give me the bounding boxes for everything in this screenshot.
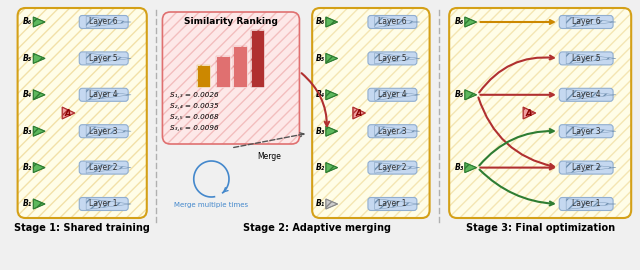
Text: Layer 2: Layer 2 — [572, 163, 600, 172]
Text: S₁,₃ = 0.0026: S₁,₃ = 0.0026 — [170, 92, 219, 98]
FancyBboxPatch shape — [559, 52, 613, 65]
Text: Layer 4: Layer 4 — [378, 90, 407, 99]
Text: B₃: B₃ — [454, 163, 464, 172]
Polygon shape — [465, 163, 477, 173]
Text: Layer 6: Layer 6 — [90, 18, 118, 26]
FancyBboxPatch shape — [559, 161, 613, 174]
Polygon shape — [326, 199, 338, 209]
FancyBboxPatch shape — [368, 197, 417, 211]
Text: B₅: B₅ — [316, 54, 325, 63]
Text: S₂,₄ = 0.0035: S₂,₄ = 0.0035 — [170, 103, 219, 109]
Polygon shape — [33, 53, 45, 63]
Polygon shape — [62, 107, 75, 119]
FancyBboxPatch shape — [312, 8, 429, 218]
Polygon shape — [465, 90, 477, 100]
FancyBboxPatch shape — [163, 12, 300, 144]
Polygon shape — [465, 17, 477, 27]
Text: S₃,₆ = 0.0096: S₃,₆ = 0.0096 — [170, 125, 219, 131]
Bar — [250, 30, 264, 87]
FancyBboxPatch shape — [559, 197, 613, 211]
Text: Layer 3: Layer 3 — [90, 127, 118, 136]
FancyBboxPatch shape — [368, 52, 417, 65]
FancyBboxPatch shape — [368, 125, 417, 138]
FancyBboxPatch shape — [79, 52, 128, 65]
Text: Layer 3: Layer 3 — [378, 127, 407, 136]
Text: Layer 4: Layer 4 — [572, 90, 600, 99]
Text: Layer 5: Layer 5 — [90, 54, 118, 63]
Bar — [196, 65, 211, 87]
Text: Layer 5: Layer 5 — [572, 54, 600, 63]
Polygon shape — [326, 163, 338, 173]
Polygon shape — [326, 90, 338, 100]
Bar — [216, 56, 230, 87]
Bar — [250, 30, 264, 87]
Text: A: A — [355, 109, 362, 117]
Polygon shape — [326, 17, 338, 27]
Polygon shape — [33, 199, 45, 209]
FancyBboxPatch shape — [79, 125, 128, 138]
Text: B₃: B₃ — [316, 127, 325, 136]
Text: Layer 1: Layer 1 — [572, 200, 600, 208]
Text: B₁: B₁ — [23, 200, 32, 208]
Text: Layer 3: Layer 3 — [572, 127, 600, 136]
Polygon shape — [33, 163, 45, 173]
Text: Merge: Merge — [258, 152, 282, 161]
FancyBboxPatch shape — [559, 125, 613, 138]
Text: B₆: B₆ — [454, 18, 464, 26]
Text: Merge multiple times: Merge multiple times — [174, 202, 248, 208]
FancyBboxPatch shape — [368, 161, 417, 174]
Text: B₄: B₄ — [316, 90, 325, 99]
FancyBboxPatch shape — [368, 15, 417, 29]
Bar — [233, 46, 246, 87]
Polygon shape — [523, 107, 536, 119]
Bar — [233, 46, 246, 87]
FancyBboxPatch shape — [79, 197, 128, 211]
Bar — [216, 56, 230, 87]
FancyBboxPatch shape — [79, 161, 128, 174]
FancyBboxPatch shape — [368, 88, 417, 101]
Polygon shape — [326, 53, 338, 63]
Text: A: A — [525, 109, 532, 117]
FancyBboxPatch shape — [449, 8, 631, 218]
Text: Layer 2: Layer 2 — [90, 163, 118, 172]
Text: Layer 4: Layer 4 — [90, 90, 118, 99]
Text: Layer 6: Layer 6 — [378, 18, 407, 26]
Text: Layer 1: Layer 1 — [90, 200, 118, 208]
Text: B₆: B₆ — [316, 18, 325, 26]
FancyBboxPatch shape — [18, 8, 147, 218]
FancyBboxPatch shape — [79, 88, 128, 101]
FancyBboxPatch shape — [559, 88, 613, 101]
Text: Layer 1: Layer 1 — [378, 200, 406, 208]
Text: B₄: B₄ — [23, 90, 32, 99]
Text: Layer 6: Layer 6 — [572, 18, 600, 26]
Text: B₅: B₅ — [23, 54, 32, 63]
Polygon shape — [326, 126, 338, 136]
Polygon shape — [33, 17, 45, 27]
Text: Stage 3: Final optimization: Stage 3: Final optimization — [466, 223, 615, 233]
Text: B₂: B₂ — [316, 163, 325, 172]
Text: Layer 5: Layer 5 — [378, 54, 407, 63]
Text: B₆: B₆ — [23, 18, 32, 26]
Text: Stage 2: Adaptive merging: Stage 2: Adaptive merging — [243, 223, 391, 233]
Text: A: A — [65, 109, 70, 117]
FancyBboxPatch shape — [79, 15, 128, 29]
FancyBboxPatch shape — [559, 15, 613, 29]
Text: B₃: B₃ — [23, 127, 32, 136]
Polygon shape — [353, 107, 365, 119]
Text: B₅: B₅ — [454, 90, 464, 99]
Polygon shape — [33, 90, 45, 100]
Polygon shape — [33, 126, 45, 136]
Text: S₂,₅ = 0.0068: S₂,₅ = 0.0068 — [170, 114, 219, 120]
Text: B₁: B₁ — [316, 200, 325, 208]
Text: Stage 1: Shared training: Stage 1: Shared training — [14, 223, 150, 233]
Text: Similarity Ranking: Similarity Ranking — [184, 18, 278, 26]
Bar — [196, 65, 211, 87]
Text: B₂: B₂ — [23, 163, 32, 172]
Text: Layer 2: Layer 2 — [378, 163, 406, 172]
